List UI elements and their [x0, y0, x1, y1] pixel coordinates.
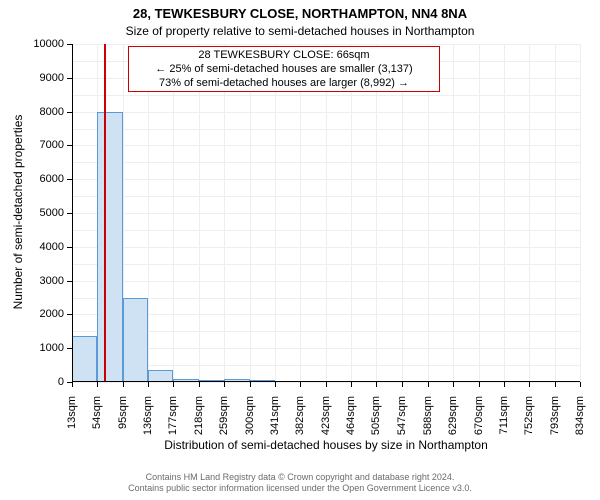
chart-title-line2: Size of property relative to semi-detach… — [0, 24, 600, 38]
x-tick-mark — [199, 382, 200, 387]
x-tick-label: 464sqm — [345, 396, 357, 446]
x-tick-mark — [376, 382, 377, 387]
y-tick-label: 3000 — [22, 275, 64, 287]
x-tick-label: 711sqm — [498, 396, 510, 446]
x-tick-mark — [428, 382, 429, 387]
footer-attribution: Contains HM Land Registry data © Crown c… — [0, 472, 600, 495]
gridline-vertical — [402, 44, 403, 382]
x-tick-mark — [529, 382, 530, 387]
y-tick-label: 1000 — [22, 342, 64, 354]
gridline-vertical — [504, 44, 505, 382]
gridline-vertical — [148, 44, 149, 382]
gridline-vertical — [428, 44, 429, 382]
gridline-vertical — [555, 44, 556, 382]
gridline-vertical — [529, 44, 530, 382]
y-tick-mark — [67, 78, 72, 79]
gridline-vertical — [275, 44, 276, 382]
footer-line1: Contains HM Land Registry data © Crown c… — [0, 472, 600, 483]
y-tick-mark — [67, 213, 72, 214]
y-tick-label: 6000 — [22, 173, 64, 185]
x-tick-mark — [453, 382, 454, 387]
y-tick-mark — [67, 179, 72, 180]
x-tick-mark — [148, 382, 149, 387]
gridline-vertical — [224, 44, 225, 382]
y-tick-label: 8000 — [22, 106, 64, 118]
y-tick-label: 5000 — [22, 207, 64, 219]
gridline-vertical — [300, 44, 301, 382]
x-tick-mark — [300, 382, 301, 387]
gridline-vertical — [351, 44, 352, 382]
x-tick-mark — [97, 382, 98, 387]
x-tick-label: 588sqm — [422, 396, 434, 446]
x-tick-label: 54sqm — [91, 396, 103, 446]
gridline-vertical — [376, 44, 377, 382]
annotation-line1: 28 TEWKESBURY CLOSE: 66sqm — [133, 49, 435, 63]
gridline-vertical — [250, 44, 251, 382]
y-tick-mark — [67, 247, 72, 248]
chart-root: 28, TEWKESBURY CLOSE, NORTHAMPTON, NN4 8… — [0, 0, 600, 500]
x-tick-label: 13sqm — [66, 396, 78, 446]
y-axis-line — [72, 44, 73, 382]
x-tick-label: 752sqm — [523, 396, 535, 446]
y-tick-mark — [67, 281, 72, 282]
x-tick-mark — [504, 382, 505, 387]
gridline-vertical — [453, 44, 454, 382]
gridline-vertical — [580, 44, 581, 382]
x-tick-label: 136sqm — [142, 396, 154, 446]
y-tick-mark — [67, 145, 72, 146]
plot-area — [72, 44, 580, 382]
histogram-bar — [97, 112, 122, 382]
histogram-bar — [72, 336, 97, 382]
x-tick-mark — [580, 382, 581, 387]
y-tick-mark — [67, 314, 72, 315]
footer-line2: Contains public sector information licen… — [0, 483, 600, 494]
x-tick-label: 547sqm — [396, 396, 408, 446]
y-tick-mark — [67, 348, 72, 349]
property-marker-line — [104, 44, 106, 382]
x-tick-label: 177sqm — [167, 396, 179, 446]
x-tick-label: 95sqm — [117, 396, 129, 446]
x-tick-label: 670sqm — [473, 396, 485, 446]
x-tick-label: 341sqm — [269, 396, 281, 446]
y-tick-mark — [67, 44, 72, 45]
y-tick-mark — [67, 112, 72, 113]
annotation-line2: ← 25% of semi-detached houses are smalle… — [133, 63, 435, 77]
x-tick-label: 300sqm — [244, 396, 256, 446]
x-tick-mark — [224, 382, 225, 387]
y-tick-label: 9000 — [22, 72, 64, 84]
x-tick-label: 505sqm — [370, 396, 382, 446]
x-tick-label: 382sqm — [294, 396, 306, 446]
x-tick-mark — [250, 382, 251, 387]
x-tick-mark — [173, 382, 174, 387]
x-tick-mark — [326, 382, 327, 387]
x-tick-mark — [72, 382, 73, 387]
x-tick-label: 629sqm — [447, 396, 459, 446]
x-tick-label: 218sqm — [193, 396, 205, 446]
x-tick-mark — [123, 382, 124, 387]
y-tick-label: 10000 — [22, 38, 64, 50]
gridline-vertical — [479, 44, 480, 382]
x-tick-mark — [351, 382, 352, 387]
x-tick-label: 834sqm — [574, 396, 586, 446]
x-tick-mark — [275, 382, 276, 387]
y-tick-label: 0 — [22, 376, 64, 388]
annotation-box: 28 TEWKESBURY CLOSE: 66sqm ← 25% of semi… — [128, 46, 440, 92]
x-tick-label: 259sqm — [218, 396, 230, 446]
x-tick-mark — [555, 382, 556, 387]
x-tick-label: 793sqm — [549, 396, 561, 446]
gridline-vertical — [326, 44, 327, 382]
y-tick-label: 7000 — [22, 139, 64, 151]
y-tick-label: 2000 — [22, 308, 64, 320]
x-tick-label: 423sqm — [320, 396, 332, 446]
histogram-bar — [123, 298, 148, 383]
x-tick-mark — [479, 382, 480, 387]
gridline-vertical — [199, 44, 200, 382]
annotation-line3: 73% of semi-detached houses are larger (… — [133, 77, 435, 91]
x-tick-mark — [402, 382, 403, 387]
gridline-vertical — [173, 44, 174, 382]
y-tick-label: 4000 — [22, 241, 64, 253]
chart-title-line1: 28, TEWKESBURY CLOSE, NORTHAMPTON, NN4 8… — [0, 6, 600, 21]
